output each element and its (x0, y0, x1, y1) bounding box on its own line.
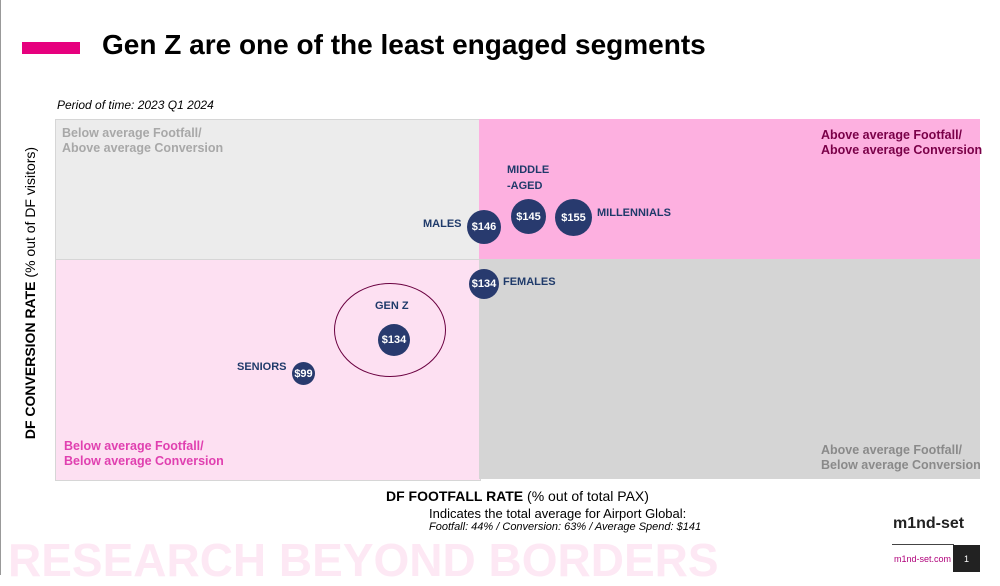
quadrant-label-top-left: Below average Footfall/Above average Con… (62, 126, 223, 156)
label-females: FEMALES (503, 276, 556, 288)
average-note: Indicates the total average for Airport … (429, 506, 687, 521)
quadrant-bottom-right (479, 259, 980, 479)
bubble-gen-z: $134 (378, 324, 410, 356)
y-axis-label: DF CONVERSION RATE (% out of DF visitors… (22, 103, 38, 483)
quadrant-label-line: Above average Conversion (62, 141, 224, 155)
label-seniors: SENIORS (237, 361, 287, 373)
label-males: MALES (423, 218, 462, 230)
bubble-males: $146 (467, 210, 501, 244)
bubble-millennials: $155 (555, 199, 592, 236)
logo: m1nd-set (893, 515, 965, 532)
x-axis-label-rest: (% out of total PAX) (523, 488, 649, 504)
y-axis-label-rest: (% out of DF visitors) (22, 146, 38, 282)
label-line: -AGED (507, 180, 543, 192)
quadrant-label-line: Above average Footfall/ (821, 128, 963, 142)
page-number: 1 (953, 545, 980, 572)
quadrant-label-bottom-left: Below average Footfall/Below average Con… (64, 439, 224, 469)
footer-divider (892, 544, 954, 545)
quadrant-label-bottom-right: Above average Footfall/Below average Con… (821, 443, 981, 473)
quadrant-label-line: Above average Conversion (821, 143, 983, 157)
label-gen-z: GEN Z (375, 300, 409, 312)
quadrant-label-line: Below average Footfall/ (62, 126, 202, 140)
label-line: MIDDLE (507, 164, 550, 176)
quadrant-top-left (55, 119, 481, 261)
quadrant-label-line: Below average Conversion (64, 454, 224, 468)
bubble-seniors: $99 (292, 362, 315, 385)
watermark: RESEARCH BEYOND BORDERS (8, 534, 719, 586)
quadrant-top-right (479, 119, 980, 259)
bubble-females: $134 (469, 269, 499, 299)
bubble-middle-aged: $145 (511, 199, 546, 234)
period-label: Period of time: 2023 Q1 2024 (57, 98, 214, 112)
quadrant-label-line: Below average Conversion (821, 458, 981, 472)
y-axis-label-bold: DF CONVERSION RATE (22, 281, 38, 440)
label-middle-aged: MIDDLE -AGED (507, 162, 549, 194)
label-millennials: MILLENNIALS (597, 207, 671, 219)
slide-border (0, 0, 1, 575)
gen-z-highlight-ellipse (334, 283, 446, 377)
x-axis-label-bold: DF FOOTFALL RATE (386, 488, 524, 504)
accent-bar (22, 42, 80, 54)
quadrant-label-top-right: Above average Footfall/Above average Con… (821, 128, 982, 158)
quadrant-label-line: Below average Footfall/ (64, 439, 204, 453)
website-link[interactable]: m1nd-set.com (894, 554, 952, 564)
slide-title: Gen Z are one of the least engaged segme… (102, 29, 706, 60)
quadrant-label-line: Above average Footfall/ (821, 443, 963, 457)
x-axis-label: DF FOOTFALL RATE (% out of total PAX) (386, 488, 649, 504)
average-values: Footfall: 44% / Conversion: 63% / Averag… (429, 521, 702, 533)
